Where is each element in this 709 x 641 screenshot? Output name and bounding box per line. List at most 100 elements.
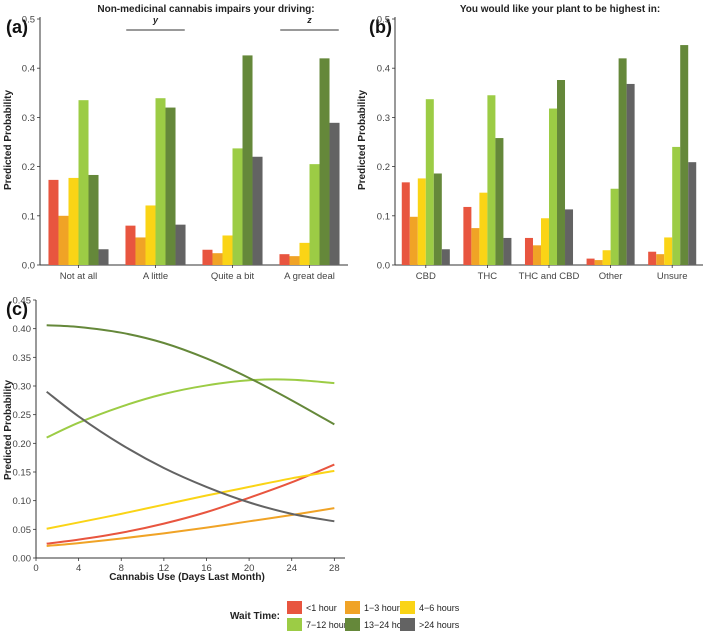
legend-label: <1 hour: [306, 603, 337, 613]
bar-a: [88, 174, 99, 265]
bar-b: [471, 228, 480, 265]
bar-a: [125, 225, 136, 265]
legend-swatch: [287, 618, 302, 631]
y-tick-label-c: 0.20: [13, 439, 32, 450]
bar-a: [232, 148, 243, 265]
y-tick-label-a: 0.3: [22, 113, 35, 124]
line-series: [46, 378, 335, 439]
bar-a: [252, 156, 263, 265]
panel-c-ylabel: Predicted Probability: [3, 380, 14, 480]
y-tick-label-a: 0.5: [22, 15, 35, 26]
line-series: [46, 324, 335, 426]
bar-a: [222, 235, 233, 265]
bar-b: [401, 182, 410, 265]
bar-a: [68, 177, 79, 265]
line-series: [46, 390, 335, 523]
y-tick-label-c: 0.40: [13, 324, 32, 335]
legend-label: 13−24 hours: [364, 620, 415, 630]
x-tick-label-c: 16: [201, 563, 212, 574]
x-tick-label-c: 20: [244, 563, 255, 574]
annotation-label: z: [306, 15, 312, 25]
x-tick-label-a: Not at all: [60, 271, 98, 282]
panel-c-xlabel: Cannabis Use (Days Last Month): [109, 572, 265, 583]
bar-a: [309, 164, 320, 265]
bar-b: [487, 95, 496, 265]
panel-b-ylabel: Predicted Probability: [357, 90, 368, 190]
x-tick-label-a: A little: [143, 271, 168, 282]
x-tick-label-b: Other: [599, 271, 623, 282]
bar-a: [279, 254, 290, 265]
bar-a: [329, 122, 340, 265]
legend-swatch: [400, 618, 415, 631]
legend-swatch: [287, 601, 302, 614]
bar-b: [463, 206, 472, 265]
y-tick-label-b: 0.0: [377, 261, 390, 272]
x-tick-label-b: Unsure: [657, 271, 688, 282]
bar-b: [557, 80, 566, 266]
line-series: [46, 507, 335, 547]
x-tick-label-b: CBD: [416, 271, 436, 282]
y-tick-label-a: 0.2: [22, 162, 35, 173]
line-series: [46, 463, 335, 545]
bar-a: [212, 253, 223, 265]
legend-title: Wait Time:: [230, 611, 280, 622]
panel-b-plot: 0.0 0.1 0.2 0.3 0.4 0.5 CBD THC THC and CBD Other…: [377, 15, 703, 282]
y-tick-label-c: 0.35: [13, 353, 32, 364]
panel-a-label: (a): [6, 17, 28, 37]
bar-a: [135, 237, 146, 265]
bar-b: [409, 216, 418, 265]
bar-b: [648, 251, 657, 265]
x-tick-label-c: 4: [76, 563, 81, 574]
bar-b: [602, 250, 611, 265]
bar-b: [549, 108, 558, 265]
bar-b: [503, 237, 512, 265]
bar-b: [532, 245, 541, 265]
x-tick-label-a: A great deal: [284, 271, 335, 282]
y-tick-label-b: 0.5: [377, 15, 390, 26]
x-tick-label-c: 24: [286, 563, 297, 574]
bar-b: [594, 260, 603, 265]
bar-b: [479, 192, 488, 265]
y-tick-label-a: 0.0: [22, 261, 35, 272]
y-tick-label-b: 0.2: [377, 162, 390, 173]
bar-b: [524, 237, 533, 265]
bar-b: [540, 218, 549, 265]
legend: Wait Time: <1 hour 1−3 hours 4−6 hours 7−12…: [230, 601, 460, 631]
bar-a: [78, 100, 89, 266]
bar-b: [626, 83, 635, 265]
legend-label: 7−12 hours: [306, 620, 352, 630]
panel-b-label: (b): [369, 17, 392, 37]
bar-b: [688, 162, 697, 265]
panel-a-ylabel: Predicted Probability: [3, 90, 14, 190]
bar-b: [565, 209, 574, 265]
y-tick-label-c: 0.15: [13, 468, 32, 479]
bar-b: [672, 146, 681, 265]
bar-b: [433, 173, 442, 265]
bar-b: [610, 188, 619, 265]
y-tick-label-a: 0.4: [22, 64, 35, 75]
bar-b: [441, 249, 450, 265]
x-tick-label-c: 28: [329, 563, 340, 574]
y-tick-label-b: 0.1: [377, 211, 390, 222]
bar-b: [417, 178, 426, 265]
y-tick-label-b: 0.3: [377, 113, 390, 124]
panel-a-title: Non-medicinal cannabis impairs your driv…: [97, 4, 314, 15]
bar-b: [495, 138, 504, 265]
bar-a: [145, 205, 156, 265]
panel-c-plot: 0.00 0.05 0.10 0.15 0.20 0.25 0.30 0.35 0.40 0.45…: [13, 296, 345, 574]
x-tick-label-c: 8: [119, 563, 124, 574]
panel-a-plot: 0.0 0.1 0.2 0.3 0.4 0.5 Not at all A little Quit…: [22, 15, 348, 282]
y-tick-label-c: 0.10: [13, 496, 32, 507]
legend-label: >24 hours: [419, 620, 460, 630]
bar-b: [425, 99, 434, 265]
bar-a: [202, 249, 213, 265]
bar-b: [656, 254, 665, 265]
x-tick-label-c: 0: [33, 563, 38, 574]
legend-swatch: [345, 601, 360, 614]
bar-b: [586, 258, 595, 265]
bar-b: [618, 58, 627, 265]
bar-a: [319, 58, 330, 265]
annotation-label: y: [152, 15, 159, 25]
y-tick-label-c: 0.00: [13, 554, 32, 565]
x-tick-label-a: Quite a bit: [211, 271, 255, 282]
